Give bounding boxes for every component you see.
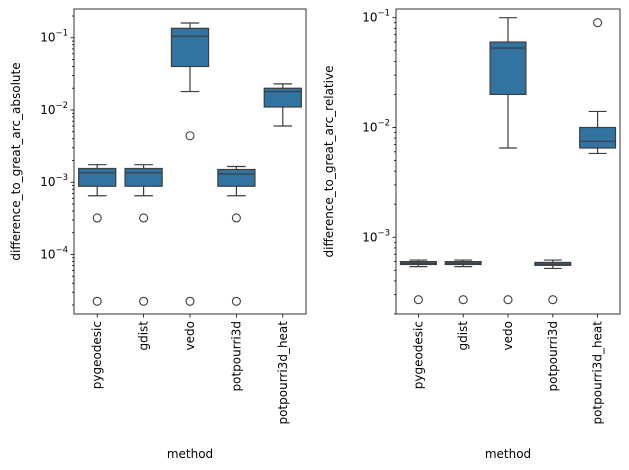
left-y-tick-label: 10−4 bbox=[40, 245, 68, 261]
left-box-potpourri3d_heat bbox=[263, 87, 302, 108]
right-outlier-point bbox=[413, 295, 423, 305]
left-axes-frame bbox=[73, 8, 307, 315]
right-outlier-point bbox=[548, 295, 558, 305]
right-box-potpourri3d_heat bbox=[579, 126, 617, 149]
left-x-axis-title: method bbox=[167, 447, 213, 461]
right-axes-frame bbox=[395, 8, 621, 315]
left-outlier-point bbox=[185, 296, 195, 306]
left-box-gdist bbox=[124, 167, 163, 187]
right-x-tick-label: potpourri3d_heat bbox=[591, 321, 605, 425]
right-outlier-point bbox=[458, 295, 468, 305]
left-box-potpourri3d bbox=[217, 168, 256, 187]
left-outlier-point bbox=[92, 213, 102, 223]
right-y-tick-label: 10−3 bbox=[362, 228, 390, 244]
left-y-tick-label: 10−2 bbox=[40, 101, 68, 117]
right-x-axis-title: method bbox=[485, 447, 531, 461]
left-box-vedo bbox=[170, 27, 210, 68]
left-outlier-point bbox=[92, 296, 102, 306]
left-outlier-point bbox=[185, 131, 195, 141]
right-outlier-point bbox=[593, 18, 603, 28]
right-y-axis-title: difference_to_great_arc_relative bbox=[322, 66, 336, 258]
left-box-pygeodesic bbox=[78, 167, 117, 187]
right-x-tick-label: vedo bbox=[501, 321, 515, 350]
right-x-tick-label: pygeodesic bbox=[411, 321, 425, 389]
left-outlier-point bbox=[231, 296, 241, 306]
left-y-tick-label: 10−3 bbox=[40, 173, 68, 189]
right-box-vedo bbox=[489, 41, 527, 96]
right-outlier-point bbox=[503, 295, 513, 305]
left-x-tick-label: vedo bbox=[183, 321, 197, 350]
left-outlier-point bbox=[139, 213, 149, 223]
left-y-tick-label: 10−1 bbox=[40, 29, 68, 45]
left-x-tick-label: potpourri3d_heat bbox=[276, 321, 290, 425]
right-y-tick-label: 10−1 bbox=[362, 9, 390, 25]
right-x-tick-label: potpourri3d bbox=[546, 321, 560, 391]
left-x-tick-label: gdist bbox=[137, 321, 151, 351]
right-y-tick-label: 10−2 bbox=[362, 118, 390, 134]
right-boxplot-panel: method difference_to_great_arc_relative … bbox=[322, 8, 621, 461]
left-y-axis-title: difference_to_great_arc_absolute bbox=[9, 62, 23, 260]
left-x-tick-label: potpourri3d bbox=[229, 321, 243, 391]
right-x-tick-label: gdist bbox=[456, 321, 470, 351]
left-boxplot-panel: method difference_to_great_arc_absolute … bbox=[9, 8, 307, 461]
left-x-tick-label: pygeodesic bbox=[90, 321, 104, 389]
left-outlier-point bbox=[231, 213, 241, 223]
left-outlier-point bbox=[139, 296, 149, 306]
